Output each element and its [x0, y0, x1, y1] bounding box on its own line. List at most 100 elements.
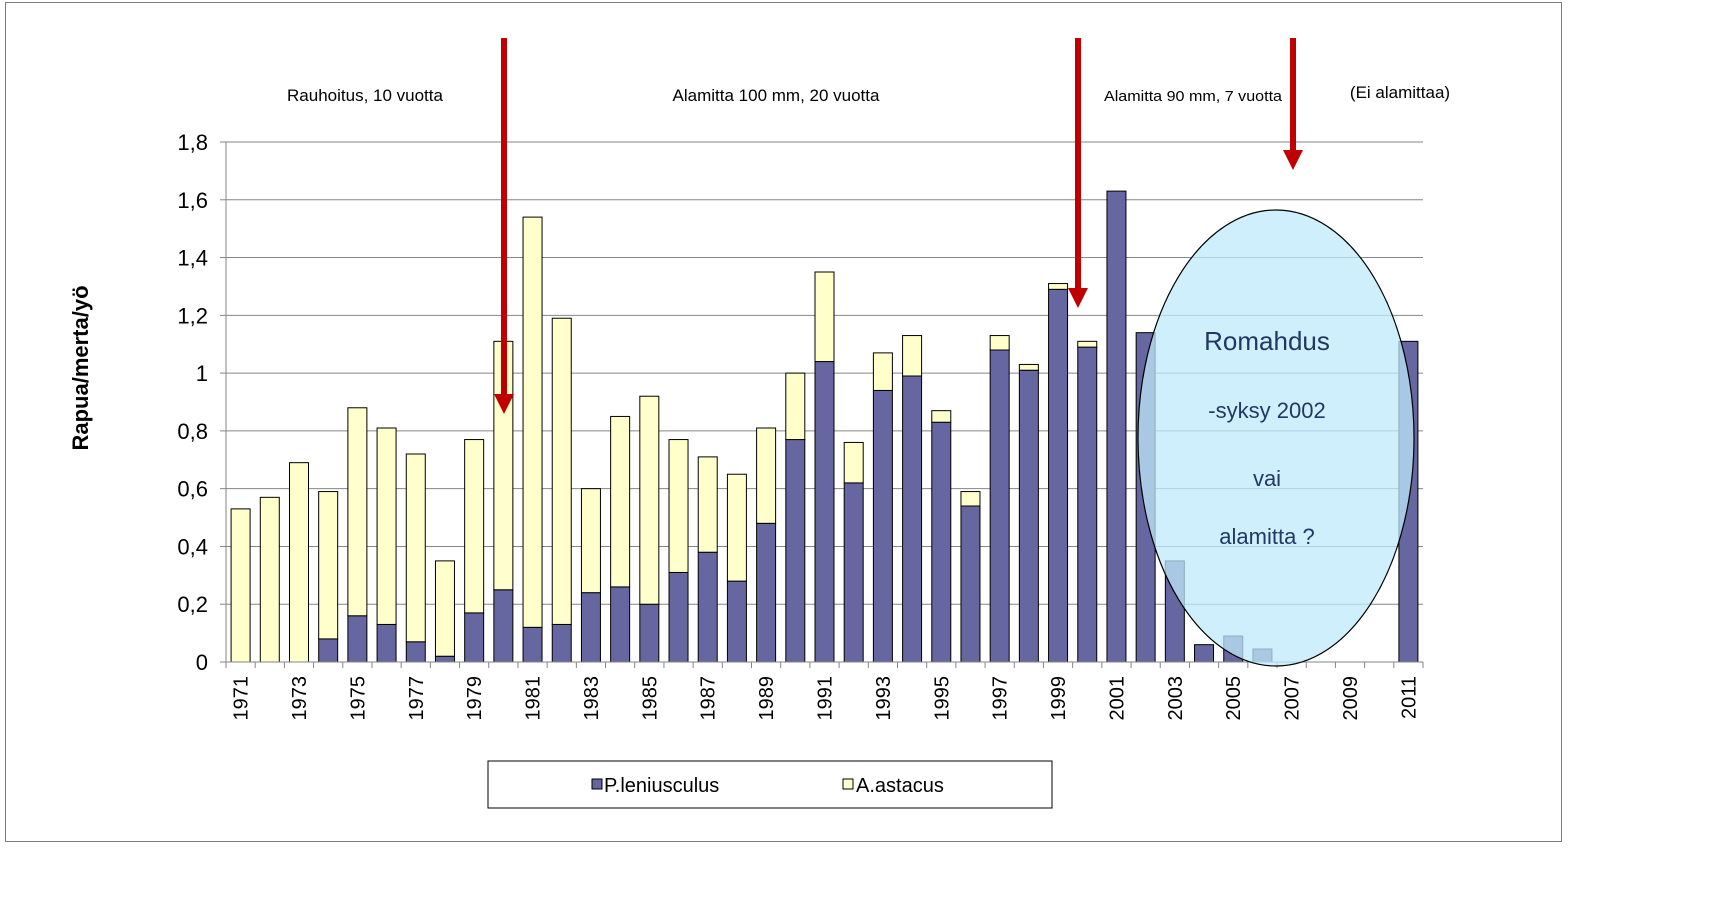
- x-tick-label: 1979: [464, 676, 486, 721]
- bar-a-astacus-1998: [1018, 363, 1039, 371]
- x-tick-label: 1987: [698, 676, 720, 721]
- bar-a-astacus-1990: [785, 372, 806, 441]
- x-tick-label: 1985: [639, 676, 661, 721]
- bar-a-astacus-1995: [931, 410, 952, 423]
- arrow-head: [1068, 288, 1088, 308]
- bar-p-leniusculus-1984: [610, 586, 631, 663]
- bar-a-astacus-1986: [668, 439, 689, 573]
- x-tick-label: 1991: [815, 676, 837, 721]
- ellipse-text-line: alamitta ?: [1219, 524, 1314, 549]
- bar-a-astacus-1999: [1048, 283, 1069, 290]
- bar-p-leniusculus-1974: [318, 638, 339, 663]
- x-tick-label: 2011: [1398, 676, 1420, 719]
- ellipse-text-line: Romahdus: [1204, 326, 1330, 356]
- period-label-alamitta-100: Alamitta 100 mm, 20 vuotta: [673, 86, 880, 105]
- x-tick-label: 1989: [756, 676, 778, 721]
- y-tick-label: 1,8: [177, 130, 208, 155]
- x-tick-label: 1977: [406, 676, 428, 721]
- x-tick-label: 2003: [1165, 676, 1187, 721]
- x-tick-label: 1997: [990, 676, 1012, 721]
- bar-a-astacus-2000: [1077, 340, 1098, 348]
- x-tick-label: 1971: [231, 676, 253, 721]
- x-tick-label: 1973: [289, 676, 311, 721]
- annotation-overlay: Romahdus -syksy 2002 vai alamitta ?: [494, 38, 1415, 667]
- bar-p-leniusculus-1978: [434, 655, 455, 663]
- bars: [230, 190, 1419, 663]
- bar-p-leniusculus-1977: [405, 641, 426, 663]
- bar-p-leniusculus-2004: [1194, 644, 1215, 663]
- legend-label-a-astacus: A.astacus: [856, 775, 944, 797]
- x-tick-label: 2007: [1282, 676, 1304, 721]
- bar-a-astacus-1974: [318, 491, 339, 640]
- period-label-rauhoitus: Rauhoitus, 10 vuotta: [287, 86, 443, 105]
- bar-p-leniusculus-1988: [726, 580, 747, 663]
- bar-p-leniusculus-1981: [522, 626, 543, 663]
- arrow-1980: [494, 38, 514, 414]
- arrow-head: [494, 394, 514, 414]
- bar-p-leniusculus-1995: [931, 421, 952, 663]
- x-tick-label: 1983: [581, 676, 603, 721]
- y-tick-label: 0,8: [177, 419, 208, 444]
- axes: [225, 142, 1424, 668]
- bar-p-leniusculus-1985: [639, 603, 660, 663]
- bar-a-astacus-1983: [580, 488, 601, 594]
- y-axis-label: Rapua/merta/yö: [68, 285, 93, 450]
- y-tick-label: 1,4: [177, 246, 208, 271]
- bar-a-astacus-1991: [814, 271, 835, 363]
- y-tick-label: 0,2: [177, 592, 208, 617]
- y-tick-labels: 0 0,2 0,4 0,6 0,8 1 1,2 1,4 1,6 1,8: [177, 130, 208, 675]
- bar-p-leniusculus-1986: [668, 571, 689, 663]
- bar-p-leniusculus-1997: [989, 349, 1010, 663]
- x-tick-label: 2009: [1340, 676, 1362, 721]
- bar-p-leniusculus-1991: [814, 361, 835, 663]
- bar-p-leniusculus-1976: [376, 623, 397, 663]
- bar-a-astacus-1979: [464, 439, 485, 614]
- x-tick-label: 1993: [873, 676, 895, 721]
- x-tick-labels: 1971 1973 1975 1977 1979 1981 1983 1985 1987 1989…: [231, 676, 1421, 721]
- x-tick-label: 2005: [1223, 676, 1245, 721]
- ellipse-highlight: [1137, 209, 1415, 667]
- x-tick-label: 2001: [1106, 676, 1128, 721]
- ellipse-text-line: vai: [1253, 466, 1281, 491]
- period-label-ei-alamittaa: (Ei alamittaa): [1350, 83, 1450, 102]
- x-tick-label: 1999: [1048, 676, 1070, 721]
- x-tick-label: 1981: [523, 676, 545, 721]
- bar-a-astacus-1977: [405, 453, 426, 643]
- y-tick-label: 0: [196, 650, 208, 675]
- bar-p-leniusculus-2001: [1106, 190, 1127, 663]
- bar-a-astacus-1988: [726, 473, 747, 582]
- bar-a-astacus-1975: [347, 407, 368, 617]
- bar-p-leniusculus-1990: [785, 439, 806, 663]
- legend-box: [487, 760, 1053, 809]
- ellipse-text-line: -syksy 2002: [1208, 398, 1325, 423]
- arrow-head: [1283, 150, 1303, 170]
- bar-p-leniusculus-1979: [464, 612, 485, 663]
- bar-a-astacus-1987: [697, 456, 718, 553]
- bar-p-leniusculus-1999: [1048, 288, 1069, 663]
- bar-p-leniusculus-1998: [1018, 369, 1039, 663]
- legend-swatch-p-leniusculus: [591, 778, 603, 790]
- y-tick-label: 1: [196, 361, 208, 386]
- bar-a-astacus-1994: [902, 335, 923, 377]
- bar-p-leniusculus-1989: [756, 522, 777, 663]
- bar-p-leniusculus-1975: [347, 615, 368, 663]
- bar-a-astacus-1981: [522, 216, 543, 628]
- bar-p-leniusculus-2000: [1077, 346, 1098, 663]
- bar-p-leniusculus-1996: [960, 505, 981, 663]
- bar-a-astacus-1984: [610, 415, 631, 588]
- bar-a-astacus-1993: [872, 352, 893, 391]
- arrow-2000: [1068, 38, 1088, 308]
- bar-a-astacus-1971: [230, 508, 251, 663]
- bar-a-astacus-1973: [288, 462, 309, 663]
- bar-a-astacus-1996: [960, 491, 981, 507]
- bar-p-leniusculus-1983: [580, 592, 601, 663]
- bar-p-leniusculus-1987: [697, 551, 718, 663]
- legend-swatch-a-astacus: [842, 778, 854, 790]
- period-label-alamitta-90: Alamitta 90 mm, 7 vuotta: [1104, 88, 1283, 105]
- bar-a-astacus-1982: [551, 317, 572, 625]
- y-tick-label: 0,6: [177, 477, 208, 502]
- bar-a-astacus-1997: [989, 335, 1010, 351]
- legend-label-p-leniusculus: P.leniusculus: [604, 775, 719, 797]
- bar-p-leniusculus-1982: [551, 623, 572, 663]
